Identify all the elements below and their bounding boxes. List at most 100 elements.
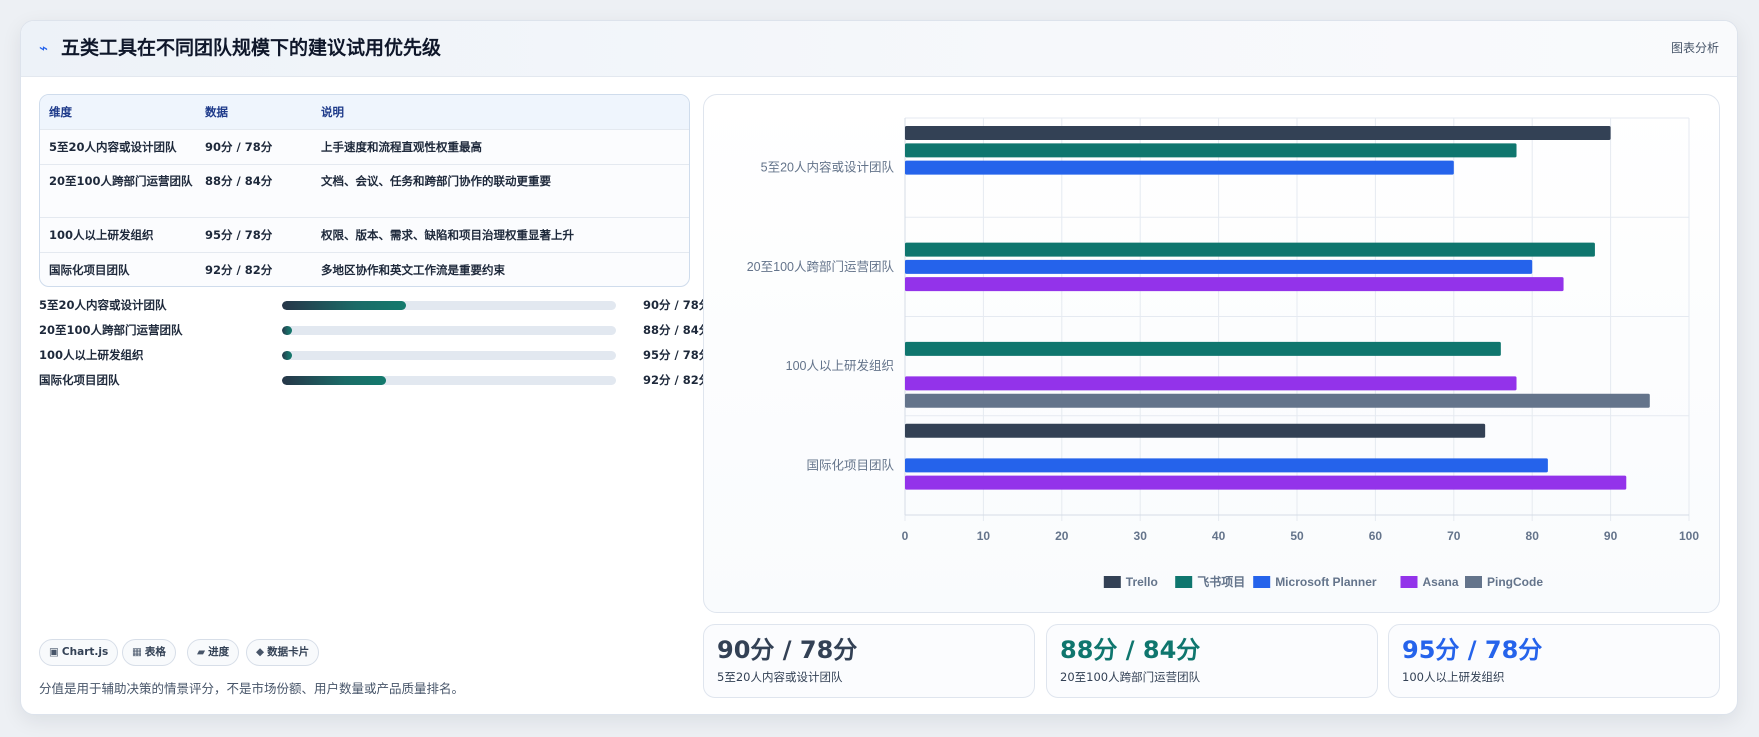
dashboard-card: ⌁ 五类工具在不同团队规模下的建议试用优先级 图表分析 维度 数据 说明 5至2… <box>20 20 1738 715</box>
x-tick-label: 90 <box>1604 529 1618 543</box>
progress-icon: ▰ <box>197 646 206 658</box>
table-cell: 5至20人内容或设计团队 <box>49 140 177 154</box>
bar-飞书项目 <box>905 341 1501 356</box>
bar-trello <box>905 126 1611 141</box>
y-category-label: 5至20人内容或设计团队 <box>761 160 895 175</box>
legend-swatch <box>1175 576 1193 588</box>
table-row: 20至100人跨部门运营团队 88分 / 84分 文档、会议、任务和跨部门协作的… <box>40 164 689 217</box>
bar-asana <box>905 376 1517 391</box>
bar-microsoft-planner <box>905 458 1548 473</box>
chip-label: 进度 <box>208 646 230 658</box>
y-category-label: 100人以上研发组织 <box>786 358 894 373</box>
progress-label: 国际化项目团队 <box>39 373 120 387</box>
x-tick-label: 40 <box>1212 529 1226 543</box>
progress-track <box>282 301 616 310</box>
legend-swatch <box>1103 576 1121 588</box>
bar-trello <box>905 423 1486 438</box>
progress-fill <box>282 301 406 310</box>
table-cell: 20至100人跨部门运营团队 <box>49 174 193 188</box>
x-tick-label: 80 <box>1526 529 1540 543</box>
table-row: 国际化项目团队 92分 / 82分 多地区协作和英文工作流是重要约束 <box>40 252 689 286</box>
table-cell: 上手速度和流程直观性权重最高 <box>321 140 482 154</box>
table-cell: 权限、版本、需求、缺陷和项目治理权重显著上升 <box>321 228 574 242</box>
legend-label: Trello <box>1126 575 1158 589</box>
progress-value: 88分 / 84分 <box>643 323 711 337</box>
bar-asana <box>905 277 1564 292</box>
progress-value: 92分 / 82分 <box>643 373 711 387</box>
table-cell: 95分 / 78分 <box>205 228 273 242</box>
bar-飞书项目 <box>905 242 1595 257</box>
stat-value: 88分 / 84分 <box>1060 636 1201 664</box>
x-tick-label: 0 <box>902 529 909 543</box>
x-tick-label: 60 <box>1369 529 1383 543</box>
bar-microsoft-planner <box>905 259 1533 274</box>
table-cell: 多地区协作和英文工作流是重要约束 <box>321 263 505 277</box>
legend-swatch <box>1465 576 1482 588</box>
legend-label: 飞书项目 <box>1197 574 1245 589</box>
table-cell: 88分 / 84分 <box>205 174 273 188</box>
stat-label: 20至100人跨部门运营团队 <box>1060 670 1201 684</box>
table-cell: 90分 / 78分 <box>205 140 273 154</box>
x-tick-label: 70 <box>1447 529 1461 543</box>
legend-label: Asana <box>1423 575 1459 589</box>
stat-card: 95分 / 78分 100人以上研发组织 <box>1388 624 1720 698</box>
chip-label: Chart.js <box>61 646 109 658</box>
chart-panel: 0 10 20 30 40 50 60 70 80 90 100 5至20人内容或设计团队 20至100… <box>703 94 1720 613</box>
table-row: 100人以上研发组织 95分 / 78分 权限、版本、需求、缺陷和项目治理权重显… <box>40 217 689 252</box>
bar-microsoft-planner <box>905 160 1454 175</box>
y-category-label: 20至100人跨部门运营团队 <box>747 259 895 274</box>
progress-fill <box>282 326 292 335</box>
progress-track <box>282 351 616 360</box>
x-tick-label: 50 <box>1290 529 1304 543</box>
progress-track <box>282 376 616 385</box>
chart-analysis-link[interactable]: 图表分析 <box>1670 41 1719 55</box>
progress-value: 90分 / 78分 <box>643 298 711 312</box>
progress-row: 20至100人跨部门运营团队 88分 / 84分 <box>39 321 710 341</box>
page-title: 五类工具在不同团队规模下的建议试用优先级 <box>61 37 442 59</box>
bar-飞书项目 <box>905 143 1517 158</box>
x-tick-label: 20 <box>1055 529 1069 543</box>
chip-table[interactable]: ▦ 表格 <box>122 639 176 666</box>
table-cell: 国际化项目团队 <box>49 263 130 277</box>
stat-value: 90分 / 78分 <box>717 636 858 664</box>
progress-track <box>282 326 616 335</box>
diamond-icon: ◆ <box>256 646 265 658</box>
table-header-cell: 说明 <box>321 105 344 119</box>
progress-label: 20至100人跨部门运营团队 <box>39 323 183 337</box>
stat-value: 95分 / 78分 <box>1402 636 1543 664</box>
progress-label: 100人以上研发组织 <box>39 348 144 362</box>
stat-card: 88分 / 84分 20至100人跨部门运营团队 <box>1046 624 1378 698</box>
table-header-cell: 数据 <box>205 105 228 119</box>
chip-data-cards[interactable]: ◆ 数据卡片 <box>246 639 320 666</box>
chip-label: 数据卡片 <box>267 646 310 658</box>
table-icon: ▦ <box>132 646 142 658</box>
bar-pingcode <box>905 393 1650 408</box>
bar-asana <box>905 475 1627 490</box>
bar-chart: 0 10 20 30 40 50 60 70 80 90 100 5至20人内容或设计团队 20至100… <box>747 117 1699 589</box>
footnote: 分值是用于辅助决策的情景评分，不是市场份额、用户数量或产品质量排名。 <box>39 681 465 696</box>
progress-row: 国际化项目团队 92分 / 82分 <box>39 371 710 391</box>
progress-label: 5至20人内容或设计团队 <box>39 298 167 312</box>
progress-fill <box>282 351 292 360</box>
stat-label: 5至20人内容或设计团队 <box>717 670 843 684</box>
x-tick-label: 100 <box>1679 529 1699 543</box>
legend-swatch <box>1253 576 1271 588</box>
chip-label: 表格 <box>144 646 166 658</box>
header-bar: ⌁ 五类工具在不同团队规模下的建议试用优先级 图表分析 <box>21 21 1737 77</box>
x-tick-label: 10 <box>977 529 991 543</box>
legend-label: Microsoft Planner <box>1275 575 1377 589</box>
table-header-cell: 维度 <box>49 105 72 119</box>
y-category-label: 国际化项目团队 <box>806 457 894 472</box>
stat-card: 90分 / 78分 5至20人内容或设计团队 <box>703 624 1035 698</box>
chip-progress[interactable]: ▰ 进度 <box>187 639 240 666</box>
lightning-icon: ⌁ <box>39 39 49 57</box>
stat-label: 100人以上研发组织 <box>1402 670 1505 684</box>
chart-icon: ▣ <box>49 646 59 658</box>
x-tick-label: 30 <box>1134 529 1148 543</box>
table-cell: 文档、会议、任务和跨部门协作的联动更重要 <box>321 174 551 188</box>
table-cell: 92分 / 82分 <box>205 263 273 277</box>
table-header-row: 维度 数据 说明 <box>40 95 689 129</box>
progress-fill <box>282 376 386 385</box>
progress-row: 100人以上研发组织 95分 / 78分 <box>39 346 710 366</box>
chip-chartjs[interactable]: ▣ Chart.js <box>39 639 119 666</box>
